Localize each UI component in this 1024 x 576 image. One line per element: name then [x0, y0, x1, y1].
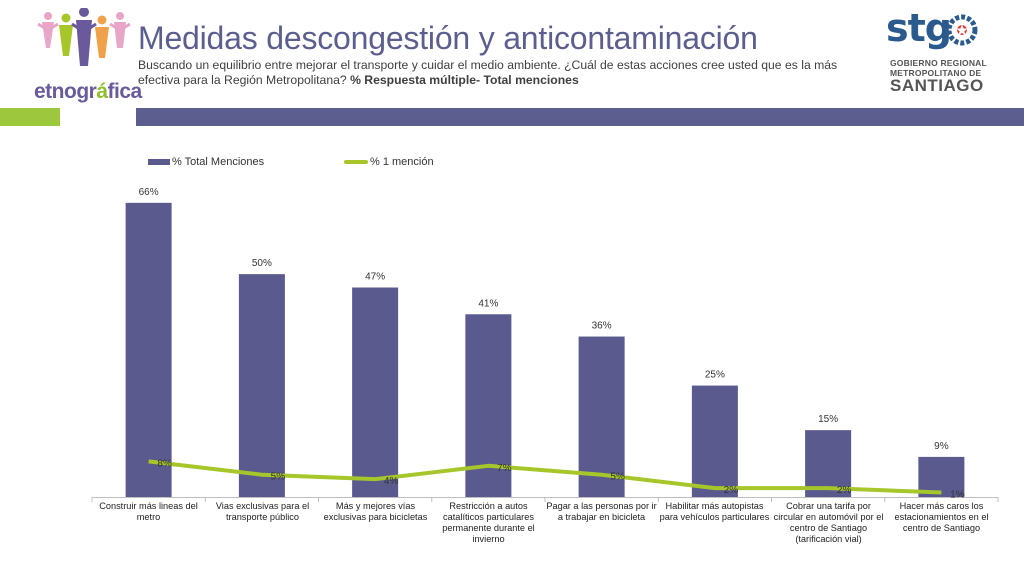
bar-data-label: 36%	[592, 321, 612, 332]
legend-item-total: % Total Menciones	[148, 156, 264, 168]
category-label: Hacer más caros los estacionamientos en …	[894, 501, 989, 533]
line-data-label: 7%	[497, 463, 512, 474]
legend-label-total: % Total Menciones	[172, 156, 265, 168]
stgo-logo: stg GOBIERNO REGIONAL METROPOLITANO DE S…	[884, 6, 994, 98]
category-label: Cobrar una tarifa por circular en automó…	[773, 501, 884, 544]
header-band-green	[0, 108, 60, 126]
etnografica-wordmark: etnográfica	[34, 80, 142, 103]
gov-line-1: GOBIERNO REGIONAL	[890, 58, 987, 68]
category-label: Pagar a las personas por ir a trabajar e…	[546, 501, 657, 522]
bar-data-label: 41%	[478, 298, 498, 309]
line-data-label: 8%	[157, 458, 172, 469]
stg-wordmark: stg	[886, 6, 952, 50]
gov-line-2: METROPOLITANO DE	[890, 68, 982, 78]
category-label: Más y mejores vías exclusivas para bicic…	[323, 501, 428, 522]
star-ring-icon	[946, 14, 978, 46]
line-data-label: 5%	[610, 472, 625, 483]
bar-data-label: 50%	[252, 258, 272, 269]
line-data-label: 2%	[724, 485, 739, 496]
category-label: Habilitar más autopistas para vehículos …	[659, 501, 770, 522]
bar	[691, 385, 738, 497]
bar-data-label: 25%	[705, 370, 725, 381]
header-band-purple	[136, 108, 1024, 126]
series-line	[148, 459, 942, 495]
legend-label-first: % 1 mención	[370, 156, 434, 168]
bar	[125, 202, 172, 498]
subtitle-bold: % Respuesta múltiple- Total menciones	[350, 73, 579, 87]
gov-line-3: SANTIAGO	[890, 76, 984, 95]
bar-data-label: 66%	[139, 187, 159, 198]
bar-data-label: 15%	[818, 414, 838, 425]
header-band-gap	[60, 108, 136, 126]
category-label: Construir más lineas del metro	[99, 501, 198, 522]
line-data-label: 4%	[384, 476, 399, 487]
line-data-label: 1%	[950, 490, 965, 501]
bar	[578, 336, 625, 497]
legend-swatch-bar	[148, 159, 170, 165]
page-subtitle: Buscando un equilibrio entre mejorar el …	[138, 58, 858, 88]
people-figures-icon	[37, 8, 131, 66]
bar	[805, 430, 852, 497]
line-data-label: 2%	[837, 485, 852, 496]
category-label: Vias exclusivas para el transporte públi…	[215, 501, 310, 522]
bar	[352, 287, 399, 497]
page-title: Medidas descongestión y anticontaminació…	[138, 20, 758, 56]
bar	[238, 274, 285, 497]
line-data-label: 5%	[271, 472, 286, 483]
subtitle-question: Buscando un equilibrio entre mejorar el …	[138, 58, 838, 87]
legend-item-first: % 1 mención	[344, 156, 434, 168]
etnografica-logo: etnográfica	[30, 8, 142, 103]
legend-swatch-line	[344, 160, 368, 164]
bar-data-label: 47%	[365, 272, 385, 283]
bar-data-label: 9%	[934, 441, 949, 452]
category-label: Restricción a autos catalíticos particul…	[442, 501, 535, 544]
